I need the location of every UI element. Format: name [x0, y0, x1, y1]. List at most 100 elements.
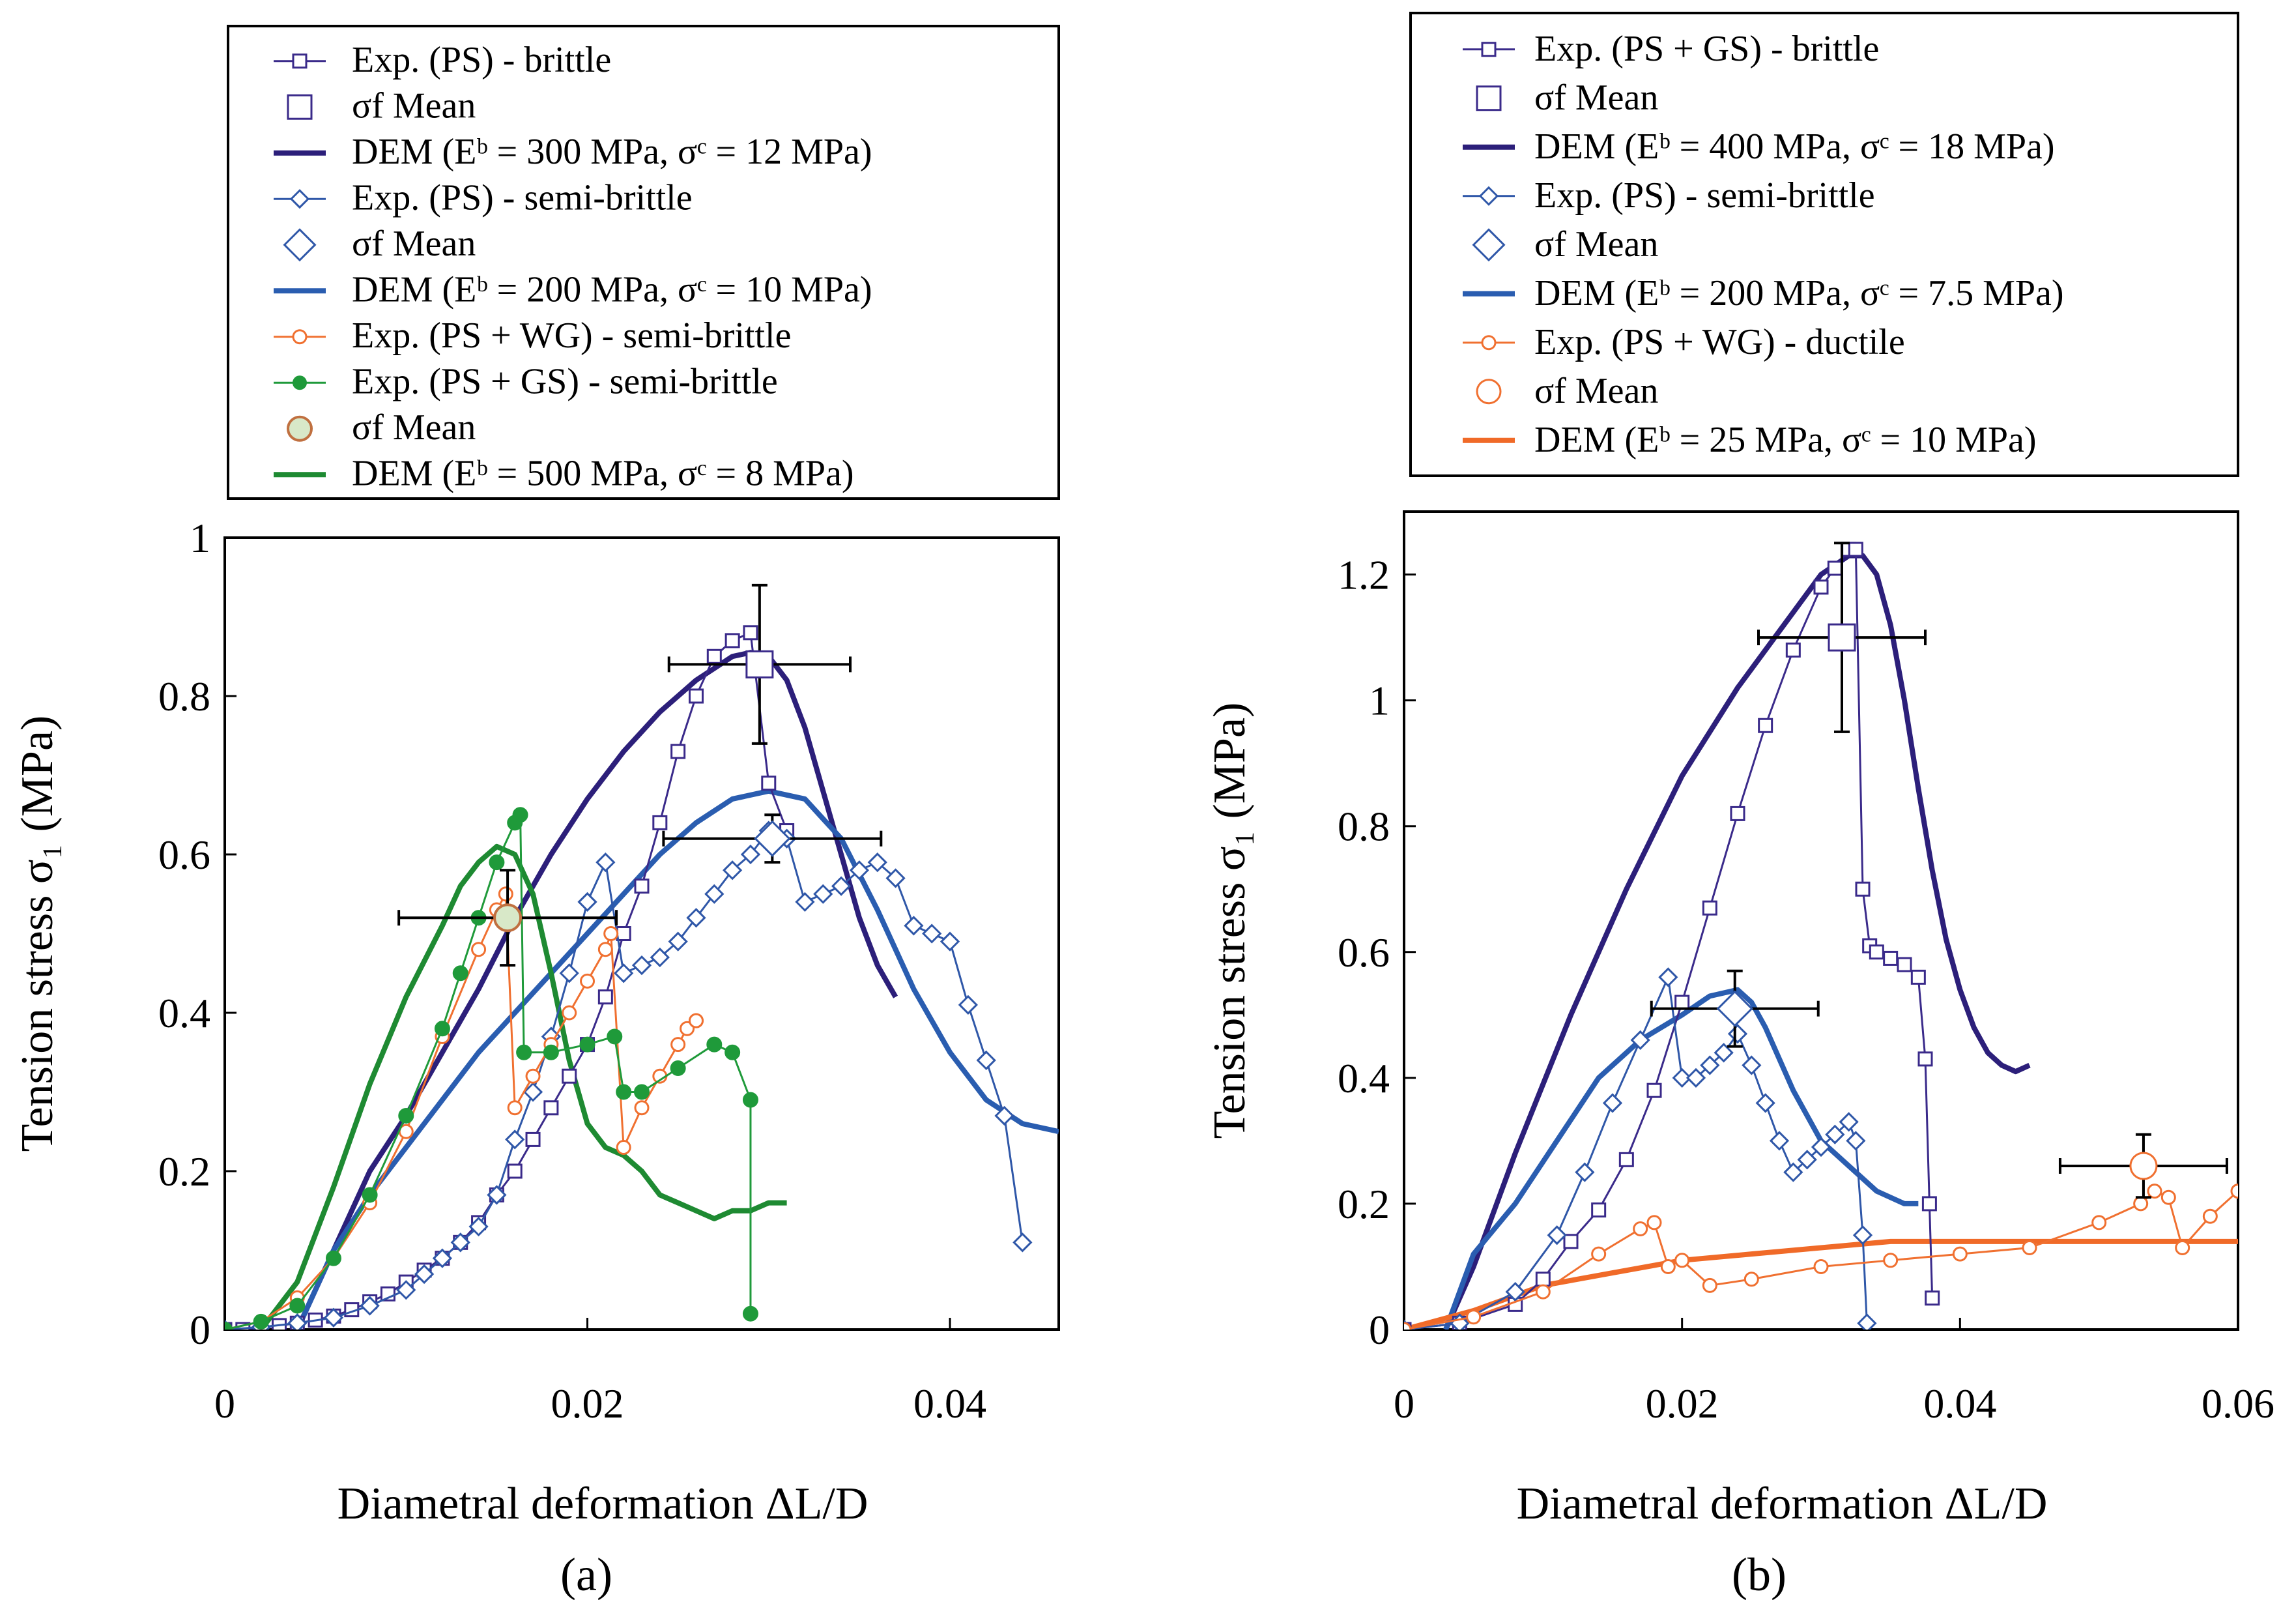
legend-entry: σf Mean — [1534, 224, 1658, 265]
legend-entry: σf Mean — [352, 85, 476, 126]
data-point — [688, 688, 704, 704]
data-point — [1660, 1258, 1676, 1274]
data-point — [2160, 1189, 2176, 1205]
data-point — [1404, 1322, 1412, 1330]
legend-entry: Exp. (PS + GS) - semi-brittle — [352, 361, 778, 401]
data-point — [1575, 1162, 1595, 1182]
dem-series-line — [259, 843, 787, 1330]
data-point — [1855, 881, 1871, 897]
mean-point — [754, 820, 791, 857]
y-tick-label: 0.6 — [1338, 929, 1390, 976]
legend-marker — [1481, 42, 1497, 57]
x-axis-label: Diametral deformation ΔL/D — [1517, 1479, 2048, 1529]
data-point — [652, 815, 668, 830]
data-point — [1646, 1083, 1662, 1098]
data-point — [813, 884, 833, 904]
data-point — [577, 892, 597, 912]
data-point — [795, 892, 815, 912]
data-point — [1674, 995, 1690, 1010]
data-point — [742, 1092, 758, 1108]
data-point — [603, 926, 619, 941]
data-point — [670, 1060, 686, 1077]
x-tick-label: 0.02 — [1646, 1380, 1719, 1427]
data-point — [2091, 1215, 2107, 1230]
data-point — [1917, 1051, 1933, 1067]
panel-label: (a) — [560, 1549, 612, 1600]
exp-series-line — [225, 829, 1024, 1330]
data-point — [523, 1082, 543, 1102]
data-point — [450, 1232, 470, 1253]
data-point — [498, 886, 513, 902]
data-point — [1727, 1024, 1748, 1044]
data-point — [525, 1068, 541, 1084]
panel-b: Exp. (PS + GS) - brittle σf Mean DEM (Eᵇ =… — [1205, 12, 2274, 1600]
legend-entry: DEM (Eᵇ = 200 MPa, σᶜ = 7.5 MPa) — [1534, 273, 2064, 313]
data-point — [2202, 1208, 2218, 1224]
data-point — [525, 1131, 541, 1147]
x-tick-label: 0.04 — [1923, 1380, 1996, 1427]
data-point — [1883, 1253, 1899, 1268]
data-point — [704, 884, 725, 904]
data-point — [489, 854, 505, 871]
data-point — [1630, 1030, 1650, 1051]
data-point — [616, 926, 631, 941]
data-point — [922, 924, 942, 944]
data-point — [253, 1313, 269, 1330]
mean-point — [1716, 990, 1753, 1027]
data-point — [849, 860, 870, 880]
legend-box — [227, 25, 1060, 500]
data-point — [688, 1013, 704, 1028]
data-point — [1700, 1055, 1720, 1075]
legend-entry: σf Mean — [1534, 371, 1658, 411]
data-point — [634, 1084, 650, 1100]
legend-entry: DEM (Eᵇ = 400 MPa, σᶜ = 18 MPa) — [1534, 126, 2055, 167]
data-point — [1535, 1272, 1551, 1287]
data-point — [396, 1280, 416, 1300]
data-point — [325, 1250, 341, 1266]
legend-marker — [283, 228, 317, 262]
data-point — [976, 1050, 996, 1071]
data-point — [761, 776, 777, 791]
data-point — [512, 807, 528, 823]
data-point — [2175, 1240, 2190, 1255]
data-point — [289, 1298, 306, 1314]
y-tick-label: 0 — [1369, 1307, 1390, 1353]
data-point — [1755, 1093, 1775, 1113]
data-point — [670, 1037, 686, 1053]
y-tick-label: 1 — [1369, 678, 1390, 724]
data-point — [706, 648, 722, 664]
data-point — [2147, 1184, 2162, 1199]
legend-entry: Exp. (PS + WG) - ductile — [1534, 322, 1905, 362]
data-point — [1730, 806, 1745, 821]
data-point — [867, 852, 887, 873]
data-point — [1785, 642, 1801, 658]
data-point — [1686, 1068, 1706, 1088]
data-point — [360, 1296, 380, 1316]
data-point — [1702, 900, 1717, 916]
legend-entry: DEM (Eᵇ = 25 MPa, σᶜ = 10 MPa) — [1534, 420, 2037, 460]
data-point — [1633, 1221, 1648, 1237]
data-point — [940, 931, 960, 952]
x-axis-label: Diametral deformation ΔL/D — [337, 1479, 868, 1529]
dem-series-line — [1443, 553, 2031, 1330]
data-point — [1602, 1093, 1623, 1113]
data-point — [631, 955, 652, 976]
data-point — [414, 1264, 435, 1285]
data-point — [543, 1100, 559, 1116]
legend-marker — [1478, 186, 1499, 206]
legend-entry: σf Mean — [352, 224, 476, 264]
data-point — [505, 1129, 525, 1150]
data-point — [686, 908, 706, 928]
data-point — [723, 860, 743, 880]
data-point — [1535, 1284, 1551, 1300]
data-point — [1591, 1246, 1607, 1262]
data-point — [1852, 1225, 1873, 1245]
data-point — [740, 844, 761, 865]
data-point — [2133, 1196, 2149, 1212]
panel-a: Exp. (PS) - brittle σf Mean DEM (Eᵇ = 300 … — [12, 25, 1060, 1600]
data-point — [958, 995, 978, 1015]
data-point — [452, 965, 468, 982]
y-tick-label: 0 — [190, 1307, 210, 1353]
legend-marker — [292, 53, 308, 69]
data-point — [2022, 1240, 2037, 1255]
